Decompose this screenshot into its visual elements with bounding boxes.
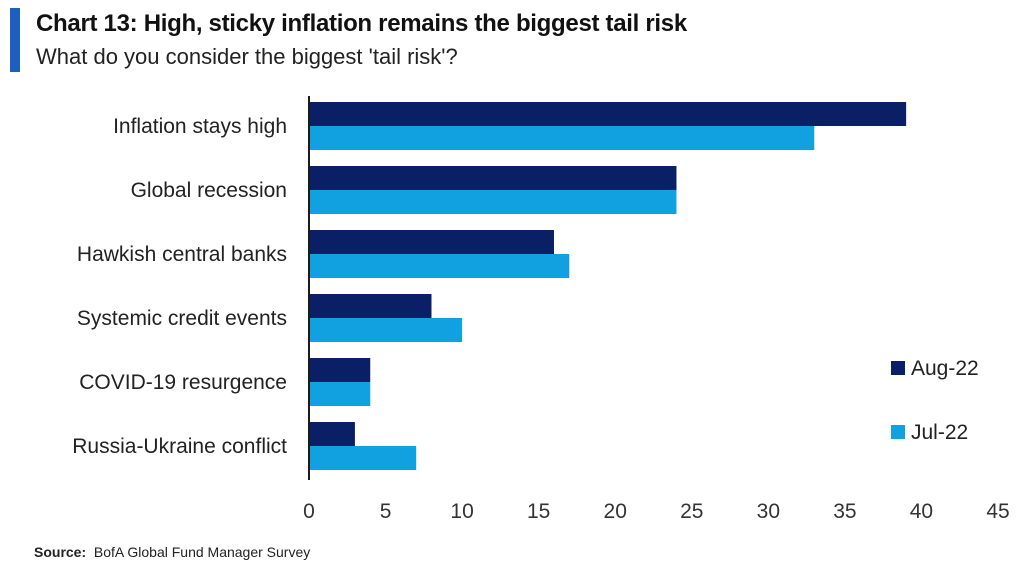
- bar-aug22: [309, 294, 432, 318]
- bar-aug22: [309, 422, 355, 446]
- source-note: Source: BofA Global Fund Manager Survey: [34, 544, 310, 560]
- source-text: BofA Global Fund Manager Survey: [93, 544, 311, 560]
- bar-aug22: [309, 358, 371, 382]
- legend-swatch-jul22: [891, 425, 905, 439]
- bar-jul22: [309, 190, 677, 214]
- x-tick-label: 25: [680, 500, 703, 523]
- category-label: Hawkish central banks: [77, 243, 287, 266]
- x-tick-label: 15: [527, 500, 550, 523]
- bar-jul22: [309, 254, 570, 278]
- legend-label: Aug-22: [911, 357, 979, 380]
- x-tick-label: 5: [380, 500, 392, 523]
- x-tick-label: 30: [757, 500, 780, 523]
- x-tick-label: 35: [833, 500, 856, 523]
- bar-jul22: [309, 446, 417, 470]
- legend-swatch-aug22: [891, 361, 905, 375]
- category-label: Inflation stays high: [113, 115, 287, 138]
- x-tick-label: 20: [604, 500, 627, 523]
- category-label: Systemic credit events: [77, 307, 287, 330]
- category-label: COVID-19 resurgence: [79, 371, 287, 394]
- legend-label: Jul-22: [911, 421, 968, 444]
- bar-aug22: [309, 230, 554, 254]
- bar-jul22: [309, 318, 463, 342]
- source-label: Source:: [34, 544, 87, 560]
- x-tick-label: 0: [303, 500, 315, 523]
- x-tick-label: 45: [986, 500, 1009, 523]
- x-tick-label: 10: [450, 500, 473, 523]
- bar-aug22: [309, 102, 907, 126]
- x-tick-label: 40: [910, 500, 933, 523]
- category-label: Global recession: [131, 179, 287, 202]
- bar-aug22: [309, 166, 677, 190]
- category-label: Russia-Ukraine conflict: [72, 435, 287, 458]
- bar-jul22: [309, 382, 371, 406]
- bar-jul22: [309, 126, 815, 150]
- title-accent-bar: [10, 8, 20, 72]
- chart-subtitle: What do you consider the biggest 'tail r…: [36, 44, 458, 69]
- chart-title: Chart 13: High, sticky inflation remains…: [36, 10, 687, 37]
